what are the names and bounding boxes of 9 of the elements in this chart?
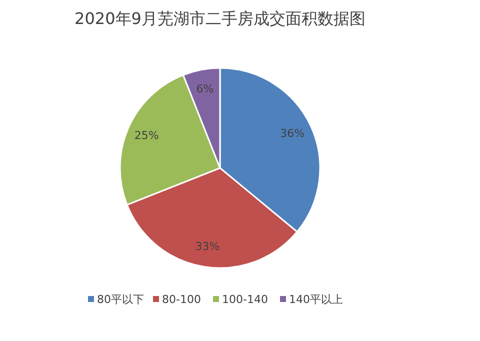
legend-label: 80平以下 [97, 293, 144, 306]
data-label: 6% [196, 82, 214, 96]
legend-label: 140平以上 [289, 293, 343, 306]
chart-title: 2020年9月芜湖市二手房成交面积数据图 [74, 9, 366, 28]
data-label: 25% [134, 129, 159, 142]
legend-label: 80-100 [162, 293, 201, 306]
data-label: 36% [280, 126, 305, 140]
data-label: 33% [195, 240, 220, 254]
legend-label: 100-140 [222, 293, 268, 306]
